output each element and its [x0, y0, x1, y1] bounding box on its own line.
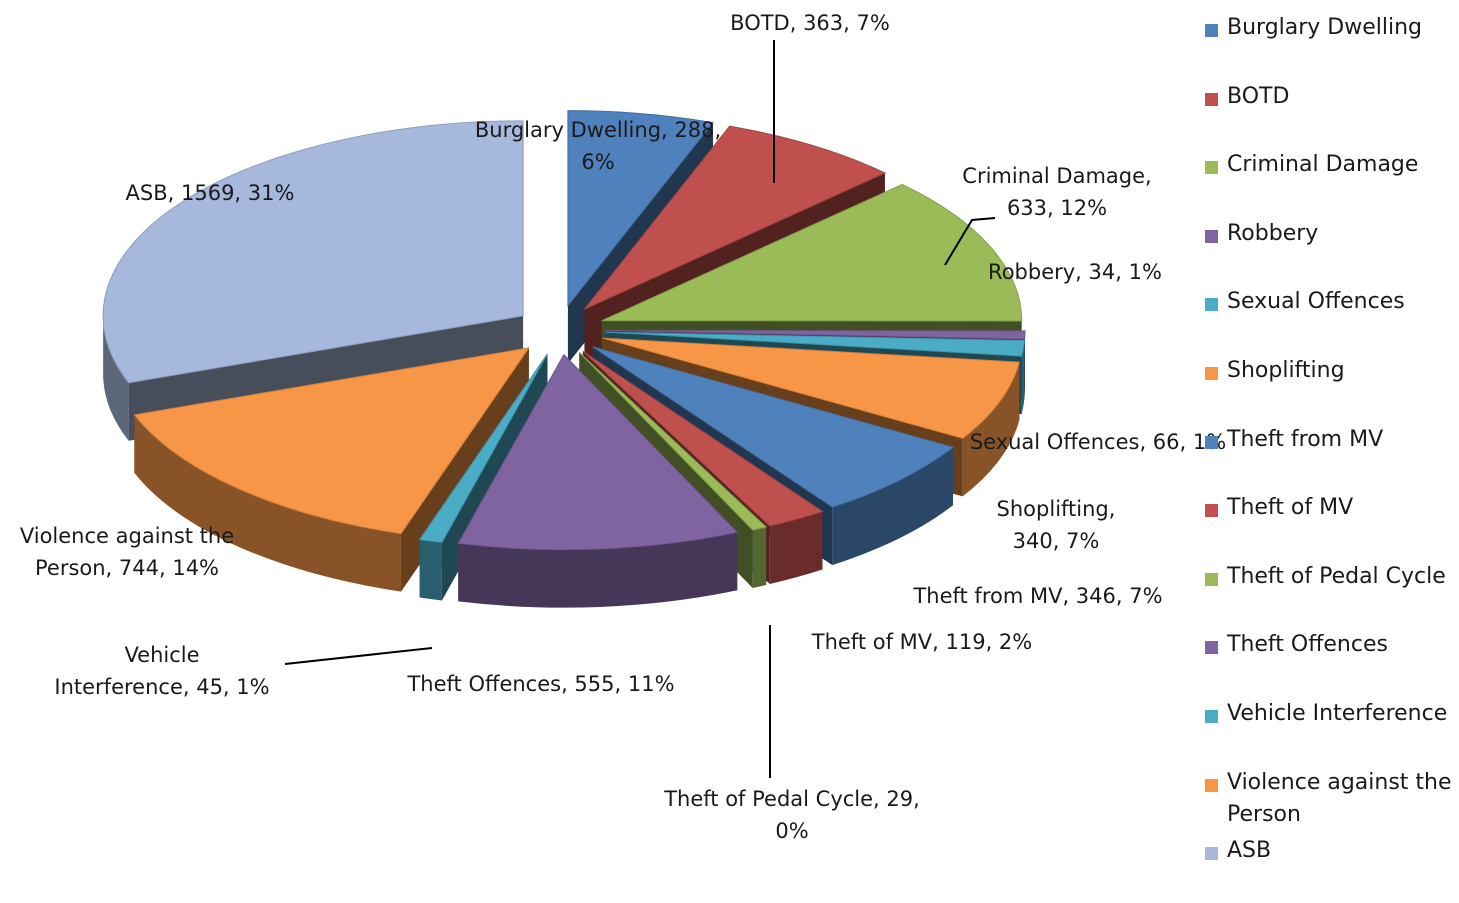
legend-swatch	[1205, 779, 1218, 792]
data-label-line: Theft Offences, 555, 11%	[406, 672, 674, 696]
data-label-line: Theft of Pedal Cycle, 29,	[663, 787, 920, 811]
legend-item-robbery: Robbery	[1205, 218, 1455, 287]
data-label-line: Interference, 45, 1%	[54, 675, 269, 699]
slice-outer-wall	[420, 540, 442, 601]
data-label-line: BOTD, 363, 7%	[730, 11, 890, 35]
data-label-line: Theft from MV, 346, 7%	[912, 584, 1162, 608]
data-label-line: Person, 744, 14%	[35, 556, 219, 580]
data-label: Shoplifting, 340, 7%	[997, 497, 1116, 553]
legend-item-burglary-dwelling: Burglary Dwelling	[1205, 12, 1455, 81]
legend-item-sexual-offences: Sexual Offences	[1205, 286, 1455, 355]
legend-item-asb: ASB	[1205, 835, 1455, 903]
data-label-line: Burglary Dwelling, 288,	[475, 118, 721, 142]
data-label-line: Violence against the	[20, 524, 234, 548]
legend-swatch	[1205, 436, 1218, 449]
data-label-line: Robbery, 34, 1%	[988, 260, 1162, 284]
legend-label: Criminal Damage	[1227, 149, 1457, 181]
data-label-line: 340, 7%	[1013, 529, 1100, 553]
legend-swatch	[1205, 161, 1218, 174]
data-label: Theft of Pedal Cycle, 29, 0%	[663, 787, 920, 843]
data-label: Robbery, 34, 1%	[988, 260, 1162, 284]
legend-label: Burglary Dwelling	[1227, 12, 1457, 44]
legend-swatch	[1205, 230, 1218, 243]
legend-item-theft-from-mv: Theft from MV	[1205, 424, 1455, 493]
legend-swatch	[1205, 504, 1218, 517]
data-label: Theft of MV, 119, 2%	[811, 630, 1033, 654]
legend-item-shoplifting: Shoplifting	[1205, 355, 1455, 424]
legend-swatch	[1205, 641, 1218, 654]
legend-swatch	[1205, 710, 1218, 723]
legend-label: Theft Offences	[1227, 629, 1457, 661]
data-label-line: Criminal Damage,	[962, 164, 1151, 188]
legend-item-theft-offences: Theft Offences	[1205, 629, 1455, 698]
legend-swatch	[1205, 573, 1218, 586]
data-label: Criminal Damage, 633, 12%	[962, 164, 1151, 220]
slice-outer-wall	[753, 527, 766, 588]
data-label-line: Theft of MV, 119, 2%	[811, 630, 1033, 654]
data-label-line: 6%	[581, 150, 614, 174]
data-label: Theft from MV, 346, 7%	[912, 584, 1162, 608]
legend-item-theft-of-pedal-cycle: Theft of Pedal Cycle	[1205, 561, 1455, 630]
legend-swatch	[1205, 298, 1218, 311]
legend-swatch	[1205, 93, 1218, 106]
data-label-line: 633, 12%	[1007, 196, 1107, 220]
leader-line	[285, 648, 432, 664]
data-label-line: Vehicle	[124, 643, 199, 667]
legend-label: Violence against the Person	[1227, 767, 1457, 831]
legend-label: Theft of MV	[1227, 492, 1457, 524]
legend-item-criminal-damage: Criminal Damage	[1205, 149, 1455, 218]
data-label-line: ASB, 1569, 31%	[126, 181, 295, 205]
legend-label: Vehicle Interference	[1227, 698, 1457, 730]
data-label: ASB, 1569, 31%	[126, 181, 295, 205]
legend-swatch	[1205, 847, 1218, 860]
legend-label: Theft of Pedal Cycle	[1227, 561, 1457, 593]
data-label: Sexual Offences, 66, 1%	[970, 430, 1226, 454]
legend-label: BOTD	[1227, 81, 1457, 113]
data-label: BOTD, 363, 7%	[730, 11, 890, 35]
legend-label: ASB	[1227, 835, 1457, 867]
data-label-line: Shoplifting,	[997, 497, 1116, 521]
legend-item-theft-of-mv: Theft of MV	[1205, 492, 1455, 561]
data-label: Vehicle Interference, 45, 1%	[54, 643, 269, 699]
legend-label: Theft from MV	[1227, 424, 1457, 456]
legend-label: Shoplifting	[1227, 355, 1457, 387]
legend-swatch	[1205, 367, 1218, 380]
legend-label: Robbery	[1227, 218, 1457, 250]
legend-item-violence-against-the-person: Violence against the Person	[1205, 767, 1455, 835]
data-label-line: 0%	[775, 819, 808, 843]
legend-swatch	[1205, 24, 1218, 37]
chart-legend: Burglary Dwelling BOTD Criminal Damage Robb…	[1205, 12, 1455, 903]
legend-item-vehicle-interference: Vehicle Interference	[1205, 698, 1455, 767]
legend-item-botd: BOTD	[1205, 81, 1455, 150]
data-label-line: Sexual Offences, 66, 1%	[970, 430, 1226, 454]
data-label: Violence against the Person, 744, 14%	[20, 524, 234, 580]
data-label: Theft Offences, 555, 11%	[406, 672, 674, 696]
legend-label: Sexual Offences	[1227, 286, 1457, 318]
